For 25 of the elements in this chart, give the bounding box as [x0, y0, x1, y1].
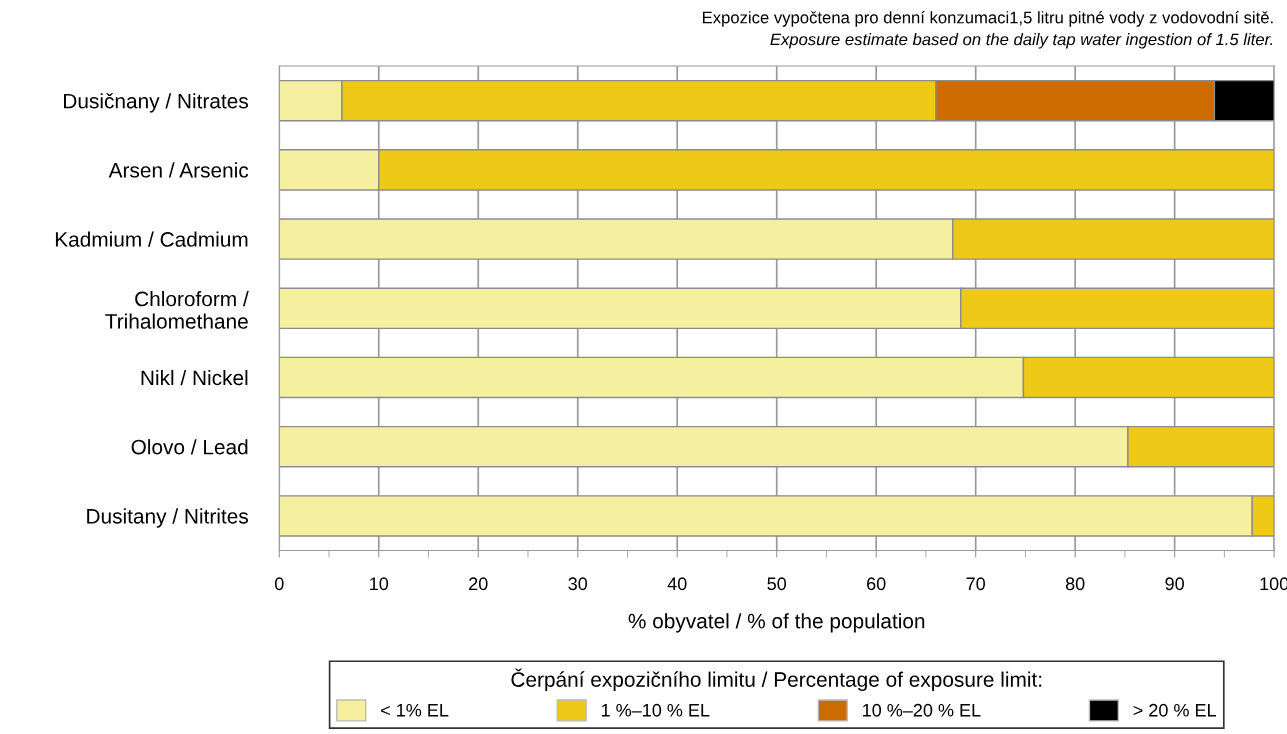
text: Expozice vypočtena pro denní konzumaci1,5 litru pitné vody z vodovodní sitě.: [702, 11, 1273, 27]
x-tick-label: 90: [1165, 577, 1184, 591]
legend-label: > 20 % EL: [1133, 703, 1216, 717]
x-tick-label: 50: [767, 577, 787, 591]
x-tick-label: 70: [966, 577, 986, 591]
y-tick-label: Arsen / Arsenic: [108, 162, 249, 178]
x-tick-label: 60: [867, 577, 886, 591]
text: Exposure estimate based on the daily tap water ingestion of 1.5 liter.: [770, 33, 1273, 49]
y-tick-label: Dusičnany / Nitrates: [64, 93, 248, 113]
legend-label: < 1% EL: [381, 703, 449, 717]
x-tick-label: 20: [469, 577, 488, 591]
legend-label: 1 %–10 % EL: [601, 703, 710, 717]
y-tick-label: Dusitany / Nitrites: [87, 508, 248, 528]
y-tick-label: Olovo / Lead: [131, 439, 248, 455]
x-tick-label: 10: [370, 577, 389, 591]
y-tick-label: Chloroform / Trihalomethane: [105, 291, 249, 329]
legend-title: Čerpání expozičního limitu / Percentage of exposure limit:: [511, 668, 1042, 692]
x-axis-title: % obyvatel / % of the population: [628, 613, 925, 633]
x-tick-label: 80: [1065, 577, 1085, 591]
x-tick-label: 40: [667, 577, 687, 591]
x-tick-label: 30: [568, 577, 588, 591]
y-tick-label: Nikl / Nickel: [141, 369, 248, 386]
legend-label: 10 %–20 % EL: [863, 703, 981, 717]
y-tick-label: Kadmium / Cadmium: [55, 231, 248, 247]
x-tick-label: 0: [274, 577, 284, 591]
